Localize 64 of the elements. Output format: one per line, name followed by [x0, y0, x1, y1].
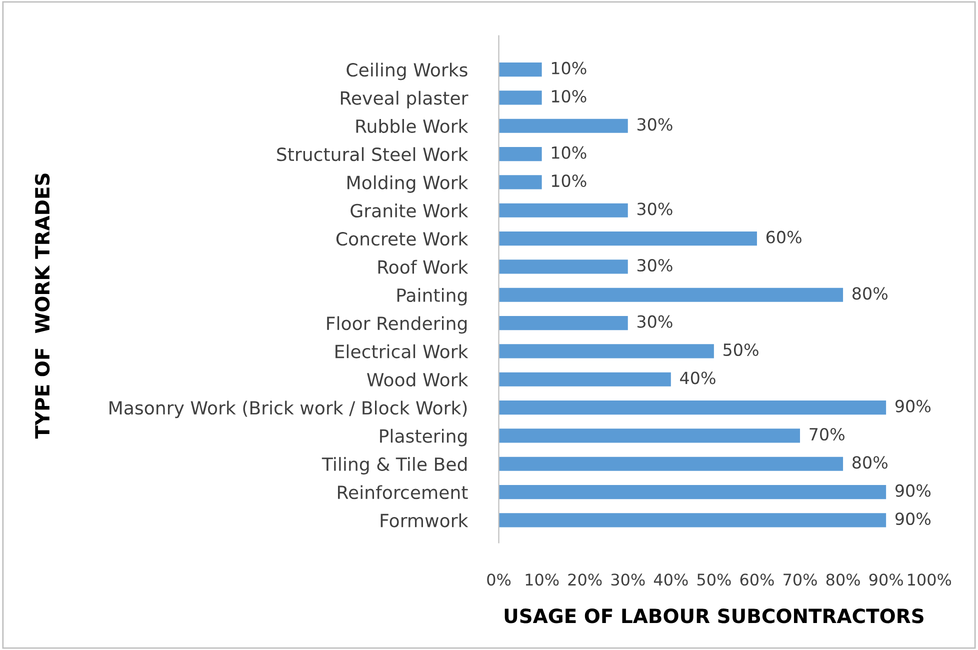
- bar: [498, 260, 628, 274]
- data-label: 30%: [637, 315, 672, 328]
- x-tick-label: 90%: [869, 574, 903, 586]
- bar: [498, 513, 886, 528]
- y-tick-label: Floor Rendering: [327, 316, 467, 334]
- bar: [498, 288, 844, 302]
- y-tick-label: Plastering: [380, 428, 467, 446]
- data-label: 10%: [552, 90, 586, 103]
- y-tick-label: Rubble Work: [356, 119, 468, 133]
- y-tick-label: Electrical Work: [336, 344, 468, 358]
- x-tick-label: 30%: [611, 574, 645, 586]
- bar: [498, 485, 886, 500]
- y-tick-label: Reinforcement: [338, 485, 468, 500]
- data-label: 50%: [724, 343, 758, 356]
- bar: [498, 456, 844, 471]
- bar: [498, 175, 542, 190]
- data-label: 70%: [810, 428, 844, 441]
- bar: [498, 62, 542, 77]
- y-tick-label: Tiling & Tile Bed: [322, 457, 467, 474]
- data-label: 10%: [552, 174, 586, 188]
- y-tick-label: Granite Work: [350, 204, 468, 218]
- data-label: 90%: [895, 512, 931, 526]
- bar: [498, 400, 886, 415]
- y-tick-label: Wood Work: [367, 372, 468, 386]
- x-tick-label: 20%: [568, 574, 602, 586]
- data-label: 30%: [637, 258, 672, 272]
- x-tick-label: 100%: [908, 574, 952, 586]
- bar: [498, 316, 628, 330]
- x-tick-label: 40%: [654, 574, 688, 586]
- y-tick-label: Reveal plaster: [340, 90, 468, 108]
- y-tick-label: Structural Steel Work: [277, 147, 468, 162]
- x-tick-label: 60%: [740, 574, 774, 586]
- data-label: 60%: [766, 230, 802, 244]
- y-tick-label: Roof Work: [378, 260, 468, 274]
- x-axis-title: USAGE OF LABOUR SUBCONTRACTORS: [504, 608, 924, 624]
- y-tick-label: Painting: [397, 288, 467, 306]
- bar: [498, 428, 800, 443]
- data-label: 10%: [552, 62, 586, 74]
- bar: [498, 203, 628, 218]
- data-label: 30%: [637, 118, 672, 131]
- data-label: 90%: [895, 400, 931, 412]
- x-tick-label: 50%: [697, 574, 731, 586]
- bar: [498, 232, 757, 246]
- data-label: 80%: [852, 287, 888, 300]
- x-tick-label: 10%: [526, 574, 559, 586]
- x-tick-label: 80%: [826, 574, 860, 586]
- y-tick-label: Ceiling Works: [346, 62, 468, 80]
- x-tick-label: 70%: [784, 574, 817, 586]
- bar: [498, 372, 671, 386]
- bar: [498, 118, 628, 133]
- bar: [498, 344, 714, 358]
- data-label: 80%: [852, 456, 888, 469]
- data-label: 40%: [680, 372, 716, 384]
- y-tick-label: Concrete Work: [336, 232, 468, 246]
- y-tick-label: Molding Work: [348, 175, 468, 193]
- y-tick-label: Formwork: [380, 513, 468, 528]
- data-label: 30%: [637, 202, 672, 216]
- data-label: 10%: [552, 146, 586, 159]
- x-tick-label: 0%: [487, 574, 511, 586]
- y-axis-title: TYPE OF WORK TRADES: [34, 174, 50, 439]
- data-label: 90%: [895, 484, 931, 497]
- bar: [498, 147, 542, 162]
- bar: [498, 90, 542, 105]
- y-tick-label: Masonry Work (Brick work / Block Work): [110, 400, 467, 418]
